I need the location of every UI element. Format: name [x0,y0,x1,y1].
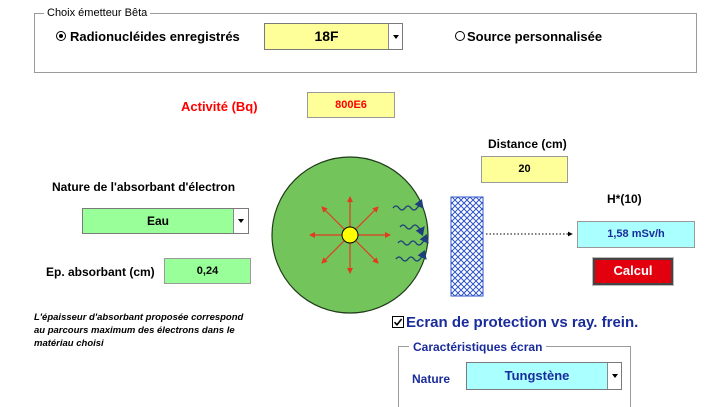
checkmark-icon [393,318,403,327]
emitter-choice-title: Choix émetteur Bêta [44,7,151,19]
activity-input[interactable]: 800E6 [307,92,395,118]
distance-input[interactable]: 20 [481,156,568,183]
absorber-note-line: L'épaisseur d'absorbant proposée corresp… [34,312,244,323]
thickness-label: Ep. absorbant (cm) [46,265,155,279]
thickness-input[interactable]: 0,24 [164,258,251,284]
calculate-button[interactable]: Calcul [592,257,674,286]
bremsstrahlung-waves [392,198,429,262]
protection-label[interactable]: Ecran de protection vs ray. frein. [406,314,639,331]
protection-checkbox[interactable] [392,316,404,328]
screen-nature-label: Nature [412,372,451,386]
radionuclide-select[interactable]: 18F [264,23,403,50]
source-icon [341,226,359,244]
absorber-nature-value: Eau [83,209,233,233]
screen-nature-value: Tungstène [467,363,607,389]
absorber-nature-label: Nature de l'absorbant d'électron [52,180,236,194]
absorber-note: L'épaisseur d'absorbant proposée corresp… [34,311,243,350]
screen-characteristics-title: Caractéristiques écran [409,340,547,354]
chevron-down-icon[interactable] [233,209,248,233]
registered-radio[interactable] [56,31,66,41]
dose-label: H*(10) [607,192,642,206]
screen-nature-select[interactable]: Tungstène [466,362,622,390]
absorber-note-line: matériau choisi [34,338,104,349]
chevron-down-icon[interactable] [607,363,621,389]
absorber-note-line: au parcours maximum des électrons dans l… [34,325,235,336]
custom-radio-label[interactable]: Source personnalisée [467,29,603,44]
absorber-nature-select[interactable]: Eau [82,208,249,234]
emitter-choice-group [34,13,697,73]
protection-screen [450,196,484,297]
radionuclide-value: 18F [265,24,388,49]
dose-output: 1,58 mSv/h [577,221,695,248]
activity-label: Activité (Bq) [181,99,258,114]
registered-radio-label[interactable]: Radionucléides enregistrés [70,29,240,44]
custom-radio[interactable] [455,31,465,41]
distance-label: Distance (cm) [488,137,567,151]
chevron-down-icon[interactable] [388,24,402,49]
irradiation-diagram [271,156,573,314]
